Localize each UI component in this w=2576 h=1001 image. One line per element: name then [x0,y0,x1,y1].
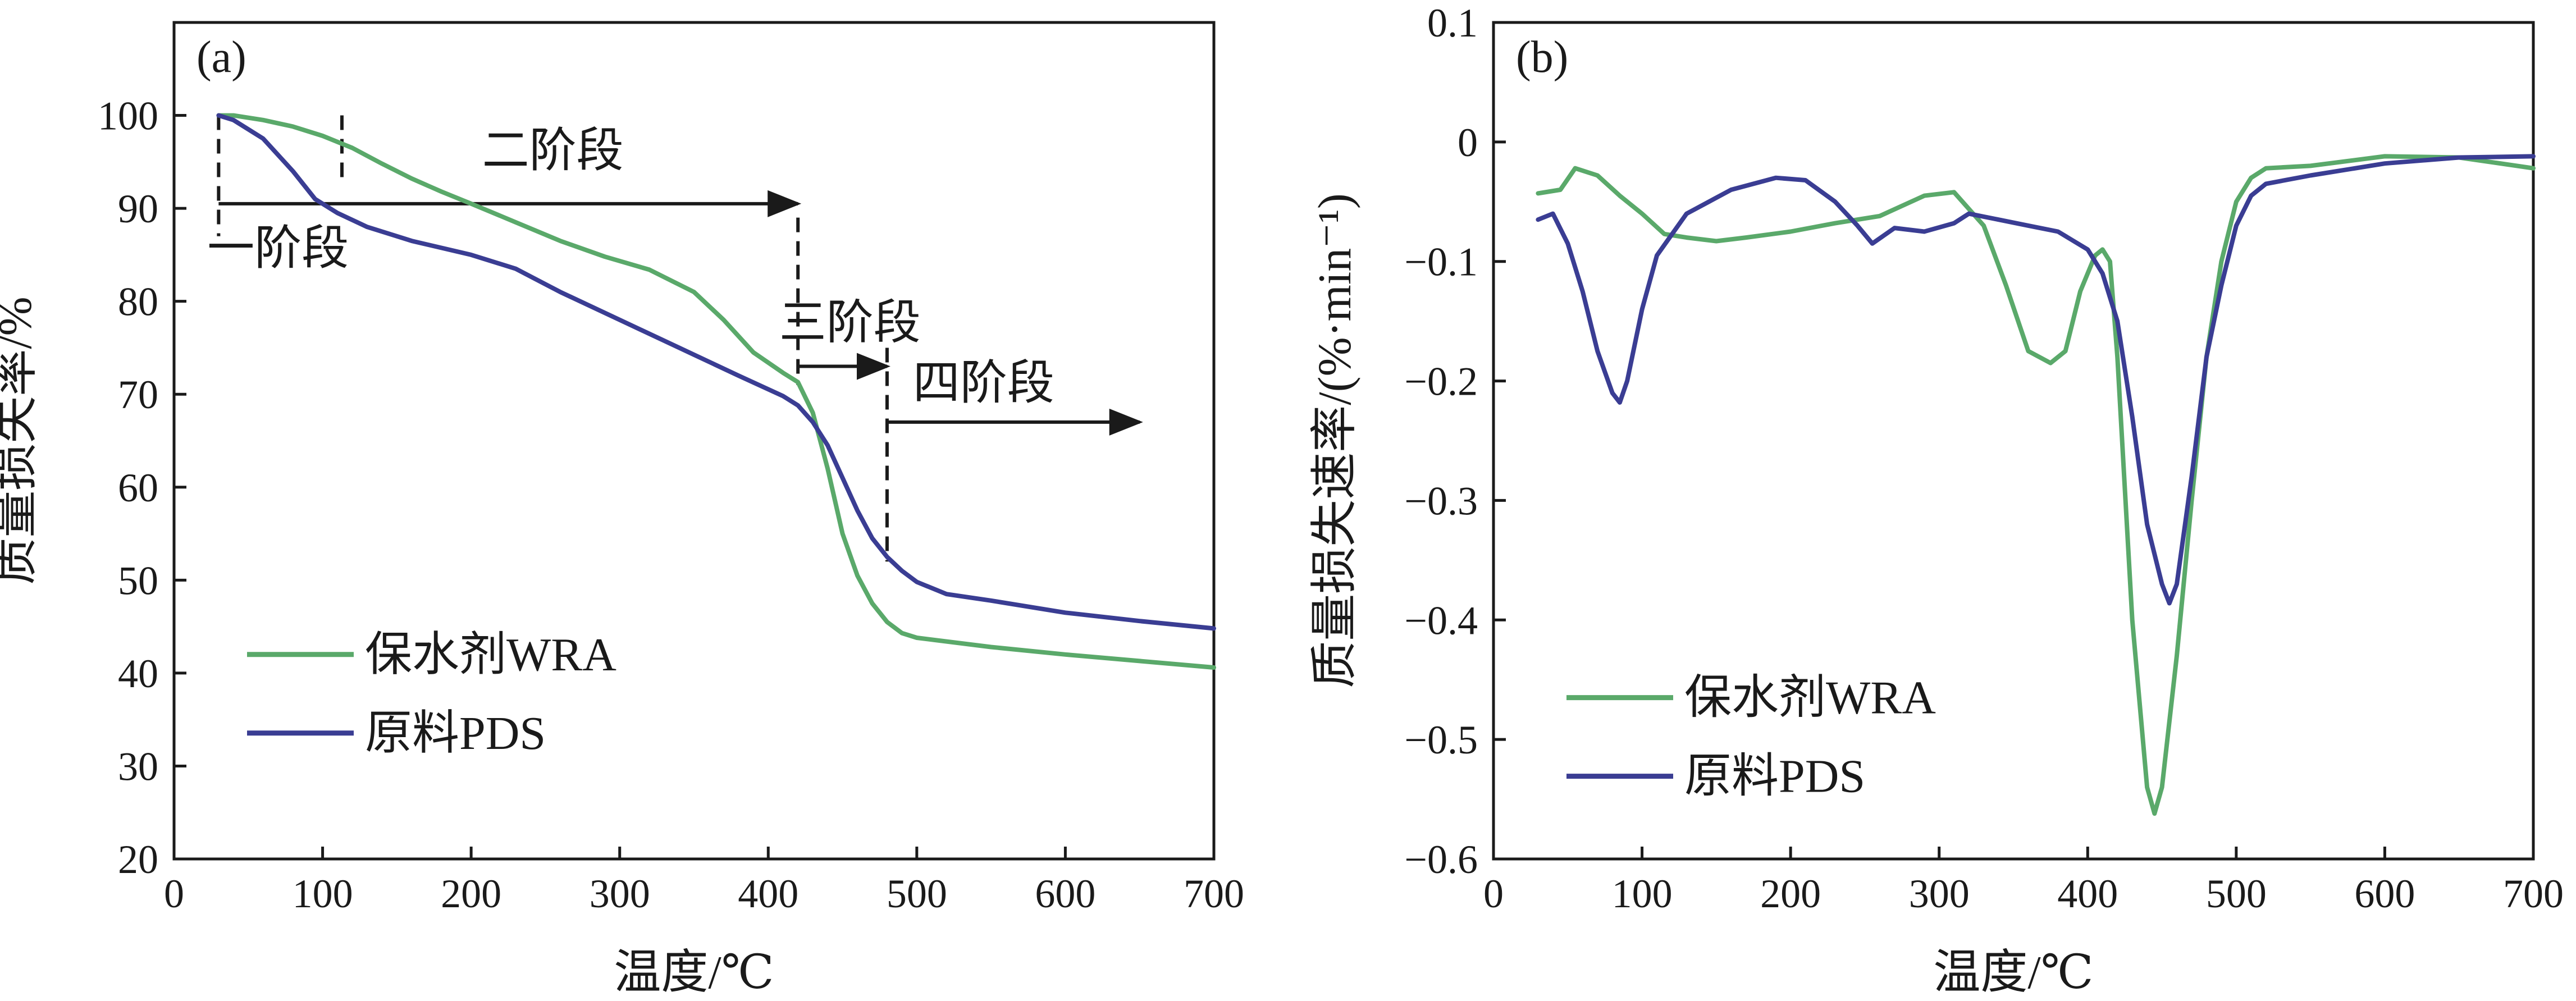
y-tick-label: −0.4 [1404,598,1478,643]
series-line-pds [1536,154,2536,606]
x-axis-label-b: 温度/℃ [1933,947,2093,999]
legend-a: 保水剂WRA 原料PDS [247,629,616,760]
y-tick-label: 0.1 [1427,1,1478,45]
ticks-a: 0 100 200 300 400 500 600 700 20 30 40 50 60 70 80 90 10… [98,94,1244,916]
y-tick-label: −0.6 [1404,837,1478,882]
x-tick-label: 500 [2206,871,2267,916]
legend-label: 原料PDS [365,707,546,760]
x-tick-label: 200 [441,871,501,916]
x-tick-label: 600 [2354,871,2415,916]
y-tick-label: −0.3 [1404,478,1478,523]
legend-label: 原料PDS [1684,751,1865,803]
x-tick-label: 200 [1760,871,1821,916]
x-tick-label: 500 [887,871,947,916]
x-tick-label: 700 [1184,871,1244,916]
stage-label: 三阶段 [779,297,921,349]
x-tick-label: 0 [164,871,184,916]
plot-frame-a [172,21,1216,861]
legend-label: 保水剂WRA [365,629,616,681]
x-axis-label-a: 温度/℃ [614,947,774,999]
series-group-a [216,113,1216,670]
y-axis-label-a: 质量损失率/% [0,296,42,584]
x-tick-label: 400 [738,871,798,916]
ticks-b: 0 100 200 300 400 500 600 700 −0.6 −0.5 −0.4 −0.3 −0… [1404,1,2564,916]
y-tick-label: −0.2 [1404,359,1478,404]
y-tick-label: 70 [118,372,158,417]
x-tick-label: 300 [1909,871,1970,916]
stage-label: 四阶段 [913,358,1054,410]
series-line-pds [216,113,1216,631]
y-tick-label: −0.5 [1404,717,1478,762]
y-tick-label: 80 [118,280,158,324]
y-tick-label: 60 [118,465,158,510]
plot-frame-b [1492,21,2535,861]
x-tick-label: 400 [2057,871,2118,916]
series-group-b [1536,154,2536,816]
series-line-wra [216,113,1216,670]
y-tick-label: 20 [118,837,158,882]
chart-panel-b: 0 100 200 300 400 500 600 700 −0.6 −0.5 −0.4 −0.3 −0… [1309,1,2564,999]
y-tick-label: −0.1 [1404,240,1478,285]
legend-b: 保水剂WRA 原料PDS [1566,672,1936,803]
x-tick-label: 100 [1612,871,1673,916]
panel-label-b: (b) [1516,33,1568,82]
stage-label: 二阶段 [482,125,624,177]
x-tick-label: 0 [1483,871,1504,916]
y-axis-label-b: 质量损失速率/(%·min⁻¹) [1309,193,1361,688]
y-tick-label: 0 [1458,120,1478,165]
y-tick-label: 30 [118,744,158,789]
x-tick-label: 300 [590,871,650,916]
x-tick-label: 100 [293,871,353,916]
x-tick-label: 700 [2503,871,2564,916]
panel-label-a: (a) [197,33,246,82]
y-tick-label: 50 [118,558,158,603]
stage-label: 一阶段 [207,222,349,275]
y-tick-label: 90 [118,186,158,231]
legend-label: 保水剂WRA [1684,672,1936,724]
series-line-wra [1536,154,2536,816]
chart-panel-a: 0 100 200 300 400 500 600 700 20 30 40 50 60 70 80 90 10… [0,21,1244,999]
y-tick-label: 100 [98,94,158,139]
x-tick-label: 600 [1035,871,1095,916]
y-tick-label: 40 [118,651,158,696]
